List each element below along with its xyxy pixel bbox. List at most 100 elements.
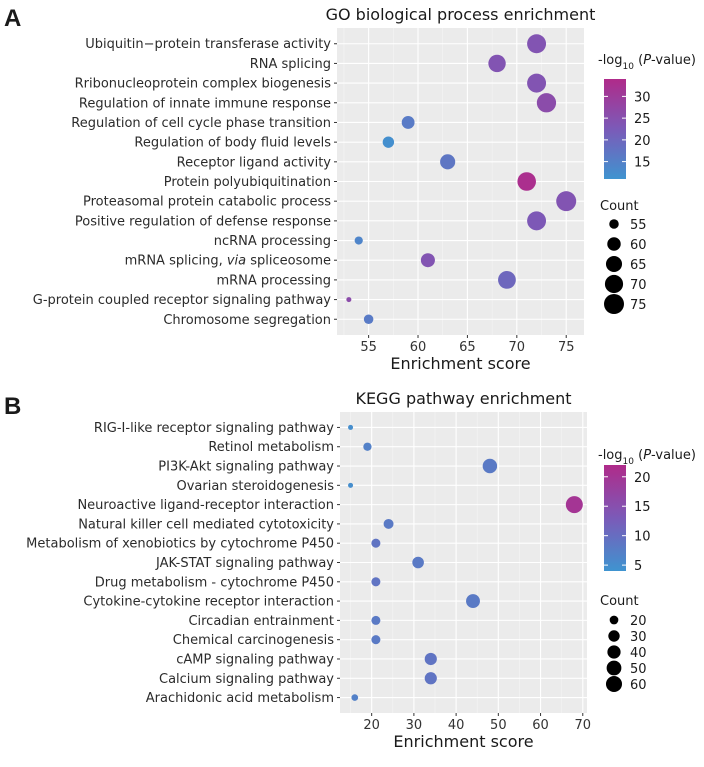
category-label: G-protein coupled receptor signaling pat…	[33, 293, 332, 308]
panel-a: A GO biological process enrichment 55 60 65 7…	[4, 5, 696, 373]
size-legend-label: 70	[630, 278, 647, 293]
color-legend-tick-label: 15	[634, 156, 651, 171]
data-point	[348, 482, 354, 488]
category-label: Receptor ligand activity	[177, 155, 332, 170]
data-point	[440, 154, 456, 170]
color-legend-tick-label: 30	[634, 90, 651, 105]
panel-letter: B	[4, 393, 21, 420]
size-legend-title: Count	[600, 199, 639, 214]
category-label: Ubiquitin−protein transferase activity	[85, 37, 331, 52]
size-legend-dot	[609, 219, 619, 229]
category-label: RNA splicing	[250, 57, 331, 72]
size-legend-title: Count	[600, 594, 639, 609]
data-point	[466, 594, 480, 609]
category-label: Chemical carcinogenesis	[173, 633, 334, 648]
size-legend-label: 30	[630, 630, 647, 645]
x-tick-label: 70	[575, 718, 592, 733]
data-point	[527, 34, 547, 54]
color-legend-title: -log10 (P-value)	[598, 53, 696, 72]
color-legend-tick-label: 10	[634, 530, 651, 545]
category-label: Regulation of innate immune response	[79, 96, 331, 111]
color-legend-title: -log10 (P-value)	[598, 448, 696, 467]
category-label: Regulation of body fluid levels	[134, 136, 331, 151]
data-point	[556, 191, 577, 212]
chart-title: KEGG pathway enrichment	[355, 389, 571, 408]
data-point	[482, 458, 498, 474]
data-point	[371, 538, 381, 548]
data-point	[363, 314, 374, 325]
color-legend-tick-label: 15	[634, 500, 651, 515]
x-tick-label: 55	[360, 340, 377, 355]
data-point	[420, 253, 435, 268]
x-axis-label: Enrichment score	[390, 354, 530, 373]
x-tick-label: 75	[558, 340, 575, 355]
size-legend-label: 40	[630, 646, 647, 661]
category-label: Chromosome segregation	[163, 313, 331, 328]
category-label: Rribonucleoprotein complex biogenesis	[75, 77, 332, 92]
x-tick-label: 60	[410, 340, 427, 355]
category-label: Ovarian steroidogenesis	[176, 479, 334, 494]
size-legend-dot	[607, 237, 621, 251]
data-point	[412, 556, 424, 569]
category-label: Retinol metabolism	[208, 440, 334, 455]
data-point	[351, 694, 359, 701]
size-legend-label: 55	[630, 218, 647, 233]
data-point	[488, 54, 506, 73]
size-legend-dot	[607, 645, 621, 659]
data-point	[348, 424, 354, 430]
panel-letter: A	[4, 5, 21, 32]
data-point	[363, 442, 372, 451]
category-label: mRNA processing	[216, 273, 331, 288]
data-point	[401, 116, 415, 129]
x-tick-label: 20	[363, 718, 380, 733]
category-label: Calcium signaling pathway	[159, 672, 334, 687]
x-tick-label: 65	[459, 340, 476, 355]
data-point	[424, 672, 437, 685]
size-legend-label: 75	[630, 298, 647, 313]
size-legend-dot	[604, 294, 624, 314]
data-point	[354, 236, 363, 245]
category-label: Cytokine-cytokine receptor interaction	[83, 595, 334, 610]
x-tick-label: 60	[532, 718, 549, 733]
size-legend-label: 60	[630, 678, 647, 693]
size-legend-dot	[606, 660, 622, 676]
category-label: Neuroactive ligand-receptor interaction	[77, 498, 334, 513]
category-label: Arachidonic acid metabolism	[146, 691, 334, 706]
category-label: cAMP signaling pathway	[176, 652, 334, 667]
color-bar	[604, 79, 626, 179]
data-point	[371, 577, 381, 587]
data-point	[371, 615, 381, 625]
x-axis-label: Enrichment score	[393, 732, 533, 751]
category-label: Drug metabolism - cytochrome P450	[95, 575, 334, 590]
category-label: Proteasomal protein catabolic process	[83, 195, 331, 210]
x-tick-label: 70	[509, 340, 526, 355]
category-label: JAK-STAT signaling pathway	[155, 556, 334, 571]
size-legend-dot	[605, 255, 623, 273]
data-point	[371, 635, 381, 645]
category-label: Positive regulation of defense response	[75, 214, 331, 229]
data-point	[527, 73, 547, 93]
color-legend-tick-label: 20	[634, 471, 651, 486]
size-legend-dot	[605, 675, 623, 693]
size-legend-label: 60	[630, 238, 647, 253]
category-label: Protein polyubiquitination	[164, 175, 331, 190]
chart-title: GO biological process enrichment	[326, 5, 596, 24]
category-label: ncRNA processing	[214, 234, 331, 249]
color-legend-tick-label: 20	[634, 134, 651, 149]
data-point	[498, 271, 516, 289]
data-point	[424, 652, 437, 666]
category-label: Natural killer cell mediated cytotoxicit…	[78, 517, 334, 532]
category-label: mRNA splicing, via spliceosome	[125, 254, 331, 269]
size-legend-dot	[609, 615, 619, 625]
data-point	[517, 172, 536, 191]
size-legend-dot	[604, 274, 624, 294]
data-point	[382, 136, 395, 148]
size-legend-label: 65	[630, 258, 647, 273]
size-legend-label: 50	[630, 662, 647, 677]
size-legend-label: 20	[630, 614, 647, 629]
color-legend-tick-label: 5	[634, 559, 642, 574]
category-label: Metabolism of xenobiotics by cytochrome …	[26, 537, 334, 552]
